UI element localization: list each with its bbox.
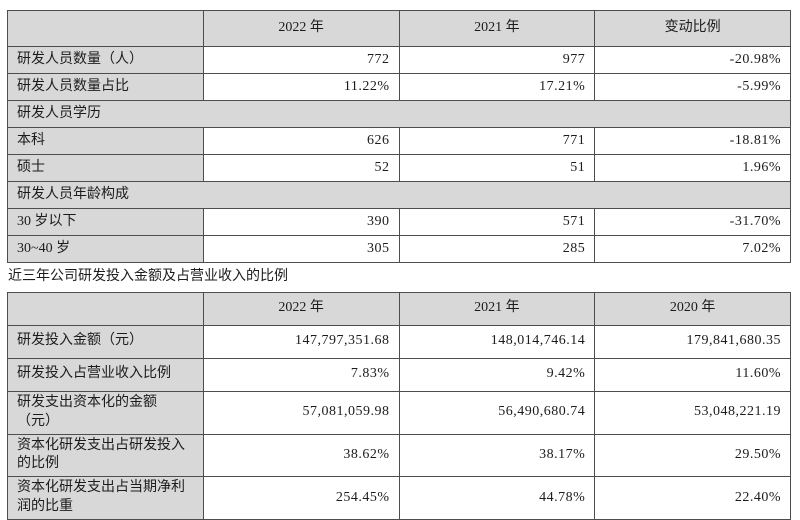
row-label: 研发人员数量（人） [7,46,204,74]
row-capitalized-vs-net-profit-ratio: 资本化研发支出占当期净利 润的比重 254.45% 44.78% 22.40% [7,476,791,520]
row-label: 资本化研发支出占研发投入 的比例 [7,433,204,478]
value-2022: 147,797,351.68 [202,324,400,359]
value-2022: 254.45% [202,476,400,520]
value-2022: 772 [202,46,400,74]
value-change: -5.99% [594,73,791,101]
row-under-30: 30 岁以下 390 571 -31.70% [7,208,791,236]
row-label: 硕士 [7,154,204,182]
value-2021: 571 [398,208,596,236]
row-label: 30 岁以下 [7,208,204,236]
rd-investment-table: 2022 年 2021 年 2020 年 研发投入金额（元） 147,797,3… [7,291,791,520]
row-rd-investment-revenue-ratio: 研发投入占营业收入比例 7.83% 9.42% 11.60% [7,357,791,392]
section-row-education: 研发人员学历 [7,100,791,128]
value-2020: 11.60% [594,357,791,392]
value-2021: 17.21% [398,73,596,101]
row-label: 研发投入金额（元） [7,324,204,359]
value-2021: 56,490,680.74 [398,390,596,435]
value-2021: 9.42% [398,357,596,392]
row-capitalized-rd-amount: 研发支出资本化的金额 （元） 57,081,059.98 56,490,680.… [7,390,791,435]
section-label: 研发人员学历 [7,100,791,128]
row-rd-investment-amount: 研发投入金额（元） 147,797,351.68 148,014,746.14 … [7,324,791,359]
value-change: -20.98% [594,46,791,74]
row-capitalized-vs-investment-ratio: 资本化研发支出占研发投入 的比例 38.62% 38.17% 29.50% [7,433,791,478]
value-2022: 626 [202,127,400,155]
row-label: 研发投入占营业收入比例 [7,357,204,392]
value-change: -18.81% [594,127,791,155]
value-2020: 53,048,221.19 [594,390,791,435]
col-header-2021: 2021 年 [398,291,596,326]
value-change: 1.96% [594,154,791,182]
col-header-2021: 2021 年 [398,10,596,47]
value-2021: 771 [398,127,596,155]
col-header-2020: 2020 年 [594,291,791,326]
row-label: 研发支出资本化的金额 （元） [7,390,204,435]
row-label: 本科 [7,127,204,155]
value-2022: 11.22% [202,73,400,101]
row-rd-headcount-ratio: 研发人员数量占比 11.22% 17.21% -5.99% [7,73,791,101]
value-change: -31.70% [594,208,791,236]
col-header-change-ratio: 变动比例 [594,10,791,47]
value-2021: 285 [398,235,596,263]
value-change: 7.02% [594,235,791,263]
value-2022: 38.62% [202,433,400,478]
empty-header-cell [7,10,204,47]
rd-personnel-table: 2022 年 2021 年 变动比例 研发人员数量（人） 772 977 -20… [7,10,791,263]
empty-header-cell [7,291,204,326]
value-2021: 51 [398,154,596,182]
value-2020: 22.40% [594,476,791,520]
row-30-to-40: 30~40 岁 305 285 7.02% [7,235,791,263]
value-2022: 305 [202,235,400,263]
value-2021: 44.78% [398,476,596,520]
row-label: 30~40 岁 [7,235,204,263]
value-2022: 7.83% [202,357,400,392]
row-master: 硕士 52 51 1.96% [7,154,791,182]
value-2022: 52 [202,154,400,182]
section-row-age: 研发人员年龄构成 [7,181,791,209]
col-header-2022: 2022 年 [202,291,400,326]
value-2020: 29.50% [594,433,791,478]
investment-table-title: 近三年公司研发投入金额及占营业收入的比例 [8,269,288,284]
value-2020: 179,841,680.35 [594,324,791,359]
row-label: 研发人员数量占比 [7,73,204,101]
value-2022: 390 [202,208,400,236]
value-2021: 38.17% [398,433,596,478]
value-2021: 977 [398,46,596,74]
section-label: 研发人员年龄构成 [7,181,791,209]
value-2021: 148,014,746.14 [398,324,596,359]
row-rd-headcount: 研发人员数量（人） 772 977 -20.98% [7,46,791,74]
col-header-2022: 2022 年 [202,10,400,47]
row-label: 资本化研发支出占当期净利 润的比重 [7,476,204,520]
value-2022: 57,081,059.98 [202,390,400,435]
row-bachelor: 本科 626 771 -18.81% [7,127,791,155]
table-header-row: 2022 年 2021 年 2020 年 [7,291,791,326]
table-header-row: 2022 年 2021 年 变动比例 [7,10,791,47]
